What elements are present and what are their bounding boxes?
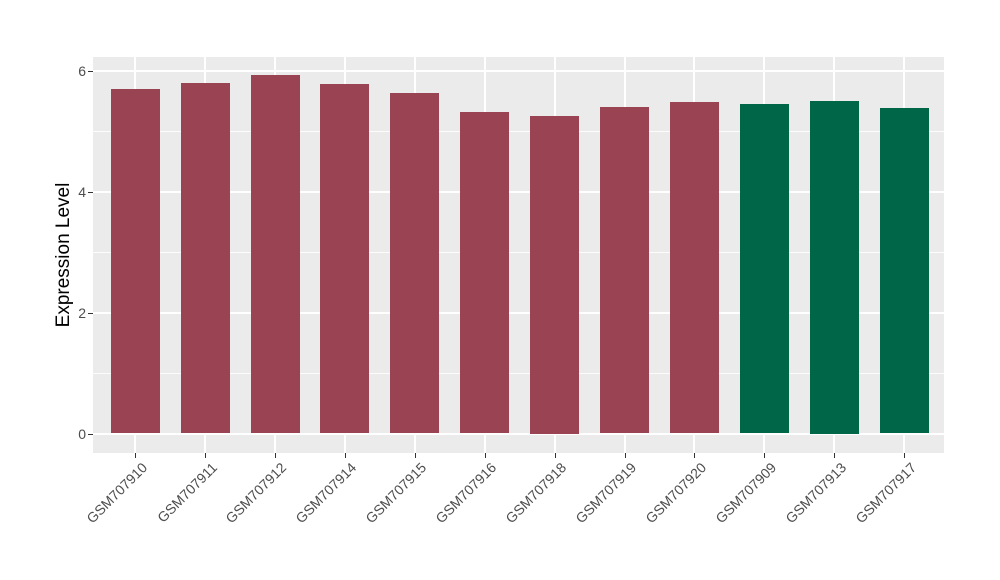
bar-GSM707913 xyxy=(809,100,859,434)
x-tick-label-GSM707914: GSM707914 xyxy=(292,459,360,527)
x-tick-GSM707910 xyxy=(135,453,137,458)
x-tick-label-GSM707912: GSM707912 xyxy=(222,459,290,527)
gridline-major-y-6 xyxy=(93,69,944,72)
x-tick-label-GSM707915: GSM707915 xyxy=(362,459,430,527)
y-tick-label-6: 6 xyxy=(78,62,86,79)
x-tick-GSM707919 xyxy=(624,453,626,458)
bar-GSM707915 xyxy=(390,92,440,434)
bar-GSM707920 xyxy=(669,101,719,434)
y-tick-0 xyxy=(88,433,93,435)
y-tick-2 xyxy=(88,312,93,314)
x-tick-label-GSM707918: GSM707918 xyxy=(502,459,570,527)
y-tick-4 xyxy=(88,191,93,193)
x-tick-GSM707917 xyxy=(904,453,906,458)
x-tick-GSM707918 xyxy=(554,453,556,458)
bar-GSM707914 xyxy=(320,83,370,434)
bar-GSM707911 xyxy=(180,82,230,434)
gridline-minor-y-5 xyxy=(93,130,944,132)
bar-GSM707910 xyxy=(110,89,160,434)
x-tick-GSM707915 xyxy=(414,453,416,458)
gridline-major-y-0 xyxy=(93,432,944,435)
y-tick-label-4: 4 xyxy=(78,183,86,200)
gridline-major-y-4 xyxy=(93,190,944,193)
bar-GSM707912 xyxy=(250,74,300,434)
y-tick-label-2: 2 xyxy=(78,304,86,321)
x-tick-label-GSM707916: GSM707916 xyxy=(432,459,500,527)
x-tick-label-GSM707910: GSM707910 xyxy=(82,459,150,527)
gridline-minor-y-1 xyxy=(93,372,944,374)
x-tick-GSM707909 xyxy=(764,453,766,458)
x-tick-GSM707912 xyxy=(275,453,276,458)
x-tick-GSM707916 xyxy=(484,453,486,458)
bar-GSM707916 xyxy=(460,112,510,434)
x-tick-GSM707911 xyxy=(205,453,207,458)
bar-GSM707917 xyxy=(879,108,929,434)
x-tick-label-GSM707919: GSM707919 xyxy=(572,459,640,527)
x-tick-label-GSM707920: GSM707920 xyxy=(642,459,710,527)
bar-GSM707919 xyxy=(600,107,649,434)
x-tick-GSM707920 xyxy=(694,453,696,458)
x-tick-GSM707914 xyxy=(344,453,346,458)
gridline-major-y-2 xyxy=(93,311,944,314)
bar-GSM707918 xyxy=(530,115,580,434)
bar-GSM707909 xyxy=(739,103,789,434)
y-tick-6 xyxy=(88,70,93,72)
x-tick-label-GSM707917: GSM707917 xyxy=(851,459,919,527)
plot-panel xyxy=(93,57,944,453)
y-tick-label-0: 0 xyxy=(78,425,86,442)
x-tick-label-GSM707911: GSM707911 xyxy=(153,459,220,526)
gridline-minor-y-3 xyxy=(93,251,944,253)
x-tick-label-GSM707913: GSM707913 xyxy=(781,459,849,527)
x-tick-label-GSM707909: GSM707909 xyxy=(712,459,779,527)
x-tick-GSM707913 xyxy=(834,453,836,458)
